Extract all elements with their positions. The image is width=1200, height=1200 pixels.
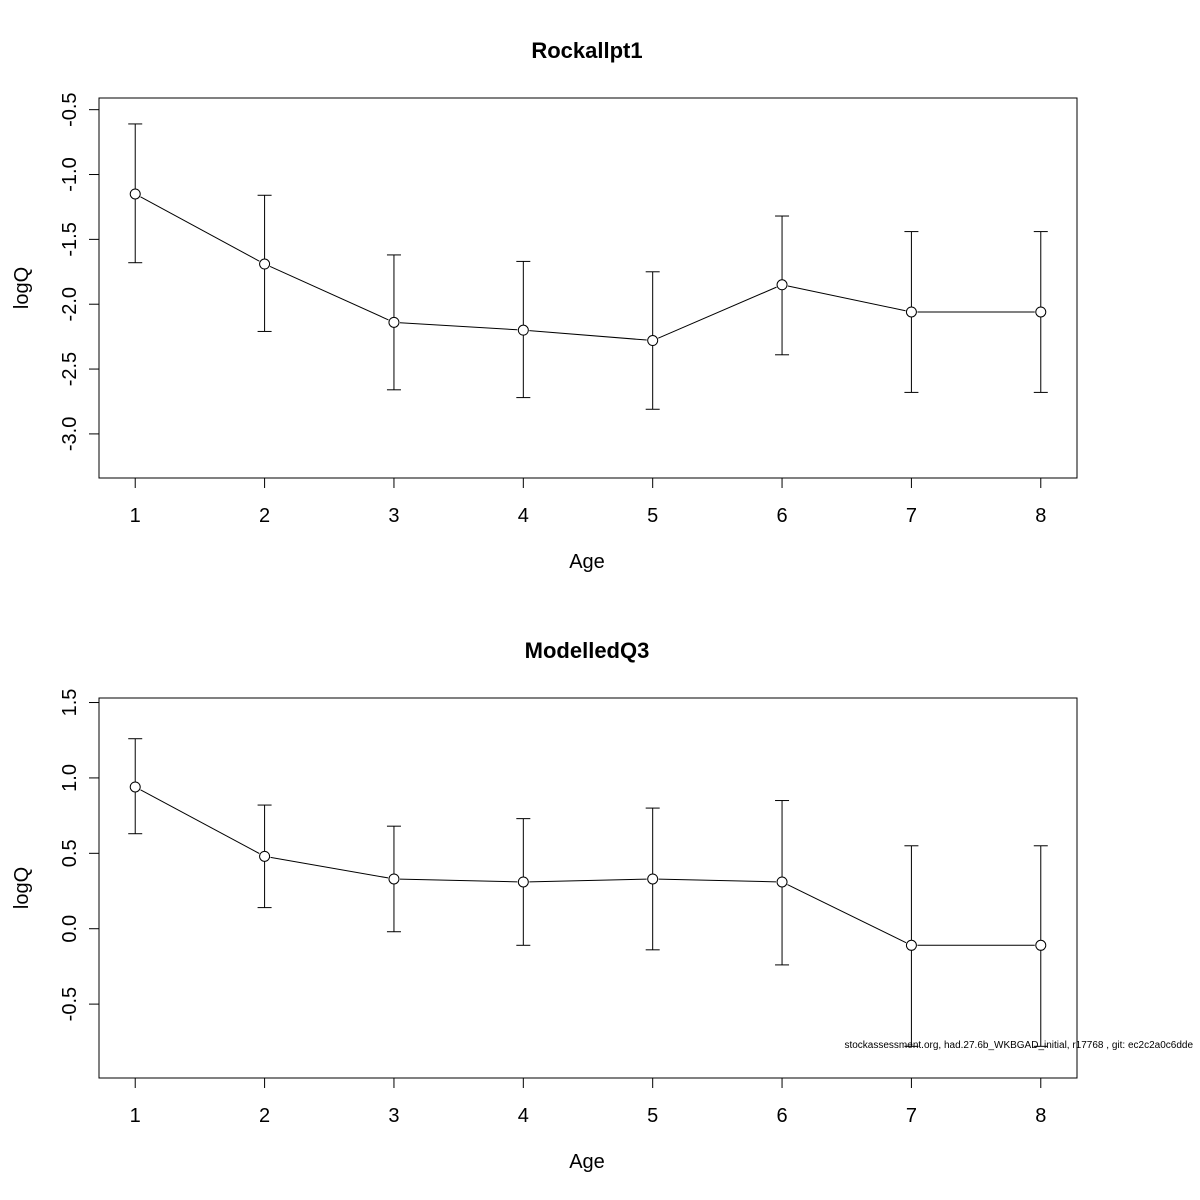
y-tick-label: -0.5 [59,987,81,1021]
chart-title: ModelledQ3 [525,638,650,663]
y-tick-label: 1.5 [59,689,81,717]
y-tick-label: -3.0 [59,417,81,451]
x-axis-label: Age [569,551,605,573]
data-point [388,873,400,885]
series-line-segment [658,878,777,883]
series-line-segment [657,286,777,339]
y-tick-label: -2.5 [59,352,81,386]
x-tick-label: 7 [906,505,917,527]
data-point [905,306,917,318]
x-tick-label: 3 [388,505,399,527]
x-tick-label: 6 [776,505,787,527]
data-point [1035,306,1047,318]
x-tick-label: 3 [388,1105,399,1127]
x-tick-label: 8 [1035,505,1046,527]
x-tick-label: 5 [647,505,658,527]
series-line-segment [270,856,389,879]
data-point [647,335,659,347]
y-tick-label: 1.0 [59,764,81,792]
panel-rockallpt1: Rockallpt1 1 2 3 4 5 6 7 8 Age -0.5 -1.0 -1.5 -2.0 -2.… [11,38,1078,573]
series-line-segment [140,196,260,262]
series-line-segment [529,330,647,341]
panel-modelledq3: ModelledQ3 1 2 3 4 5 6 7 8 Age 1.5 1.0 0.5 0.0 -0.5 log… [11,638,1078,1173]
data-point [129,188,141,200]
x-tick-label: 4 [518,505,529,527]
series-line-segment [787,884,907,944]
data-point [388,316,400,328]
x-tick-label: 5 [647,1105,658,1127]
data-point [905,939,917,951]
series-line-segment [787,285,906,312]
data-point [517,324,529,336]
footer-text: stockassessment.org, had.27.6b_WKBGAD_in… [844,1040,1193,1051]
series-line-segment [140,789,260,854]
plot-frame [98,97,1078,479]
chart-title: Rockallpt1 [531,38,642,63]
x-axis-label: Age [569,1151,605,1173]
series-line-segment [529,878,647,883]
series-line-segment [399,878,518,883]
x-tick-label: 2 [259,505,270,527]
data-point [776,876,788,888]
y-axis-label: logQ [11,867,33,909]
y-tick-label: -2.0 [59,287,81,321]
data-point [1035,939,1047,951]
data-point [129,781,141,793]
x-tick-label: 7 [906,1105,917,1127]
plot-frame [98,697,1078,1079]
y-tick-label: -1.5 [59,222,81,256]
x-tick-label: 6 [776,1105,787,1127]
x-tick-label: 2 [259,1105,270,1127]
y-tick-label: -0.5 [59,92,81,126]
y-tick-label: 0.5 [59,839,81,867]
data-point [259,850,271,862]
data-point [647,873,659,885]
data-point [776,279,788,291]
x-tick-label: 4 [518,1105,529,1127]
x-tick-label: 1 [130,505,141,527]
y-tick-label: -1.0 [59,157,81,191]
y-tick-label: 0.0 [59,915,81,943]
data-point [259,258,271,270]
y-axis-label: logQ [11,267,33,309]
series-line-segment [269,266,389,321]
x-tick-label: 1 [130,1105,141,1127]
series-line-segment [399,322,518,331]
x-tick-label: 8 [1035,1105,1046,1127]
data-point [517,876,529,888]
